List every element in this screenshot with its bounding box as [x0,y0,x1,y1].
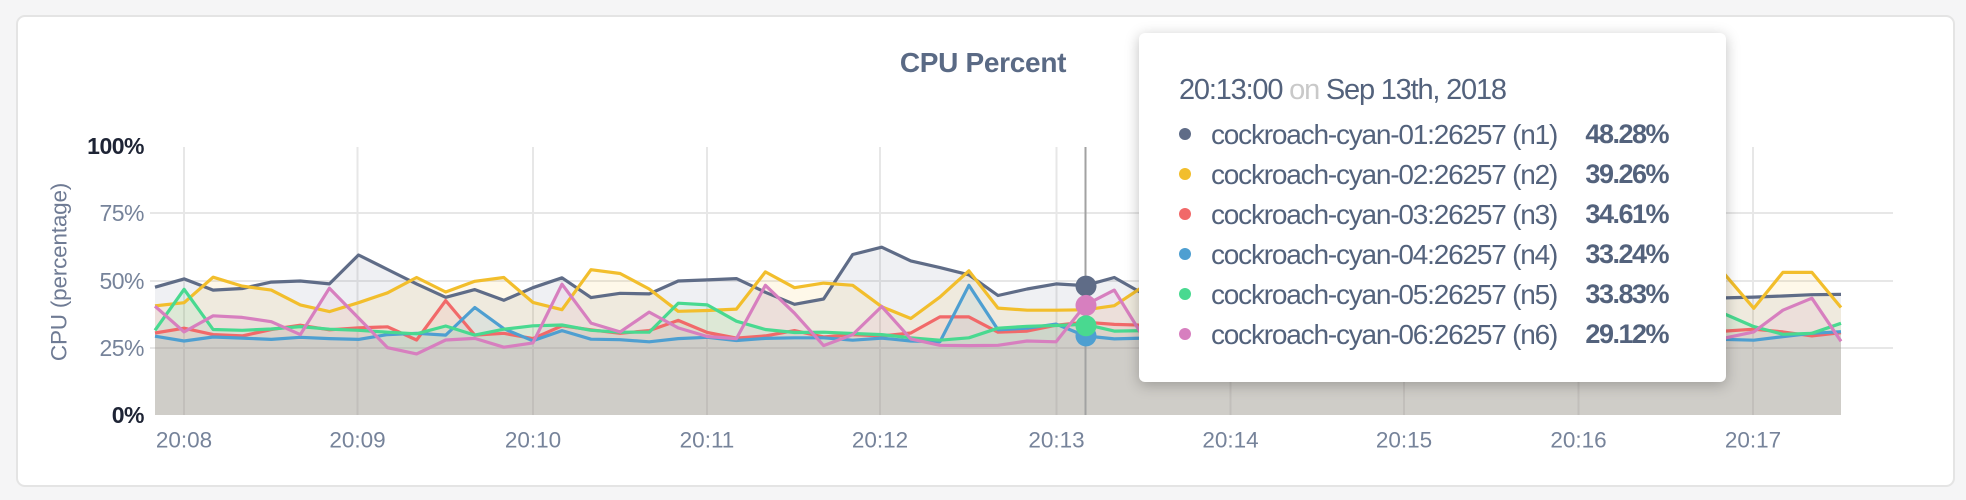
svg-text:20:17: 20:17 [1725,428,1781,453]
svg-text:20:16: 20:16 [1550,428,1606,453]
svg-text:20:08: 20:08 [156,428,212,453]
svg-text:100%: 100% [87,133,144,159]
svg-text:20:12: 20:12 [852,428,908,453]
svg-text:20:15: 20:15 [1376,428,1432,453]
svg-text:0%: 0% [112,402,144,428]
svg-text:20:10: 20:10 [505,428,561,453]
svg-text:20:14: 20:14 [1202,428,1258,453]
svg-text:75%: 75% [99,200,144,226]
svg-text:20:09: 20:09 [329,428,385,453]
svg-text:20:11: 20:11 [680,428,735,453]
svg-text:20:13: 20:13 [1028,428,1084,453]
svg-text:25%: 25% [99,335,144,361]
svg-text:CPU (percentage): CPU (percentage) [47,183,72,361]
svg-text:50%: 50% [99,268,144,294]
